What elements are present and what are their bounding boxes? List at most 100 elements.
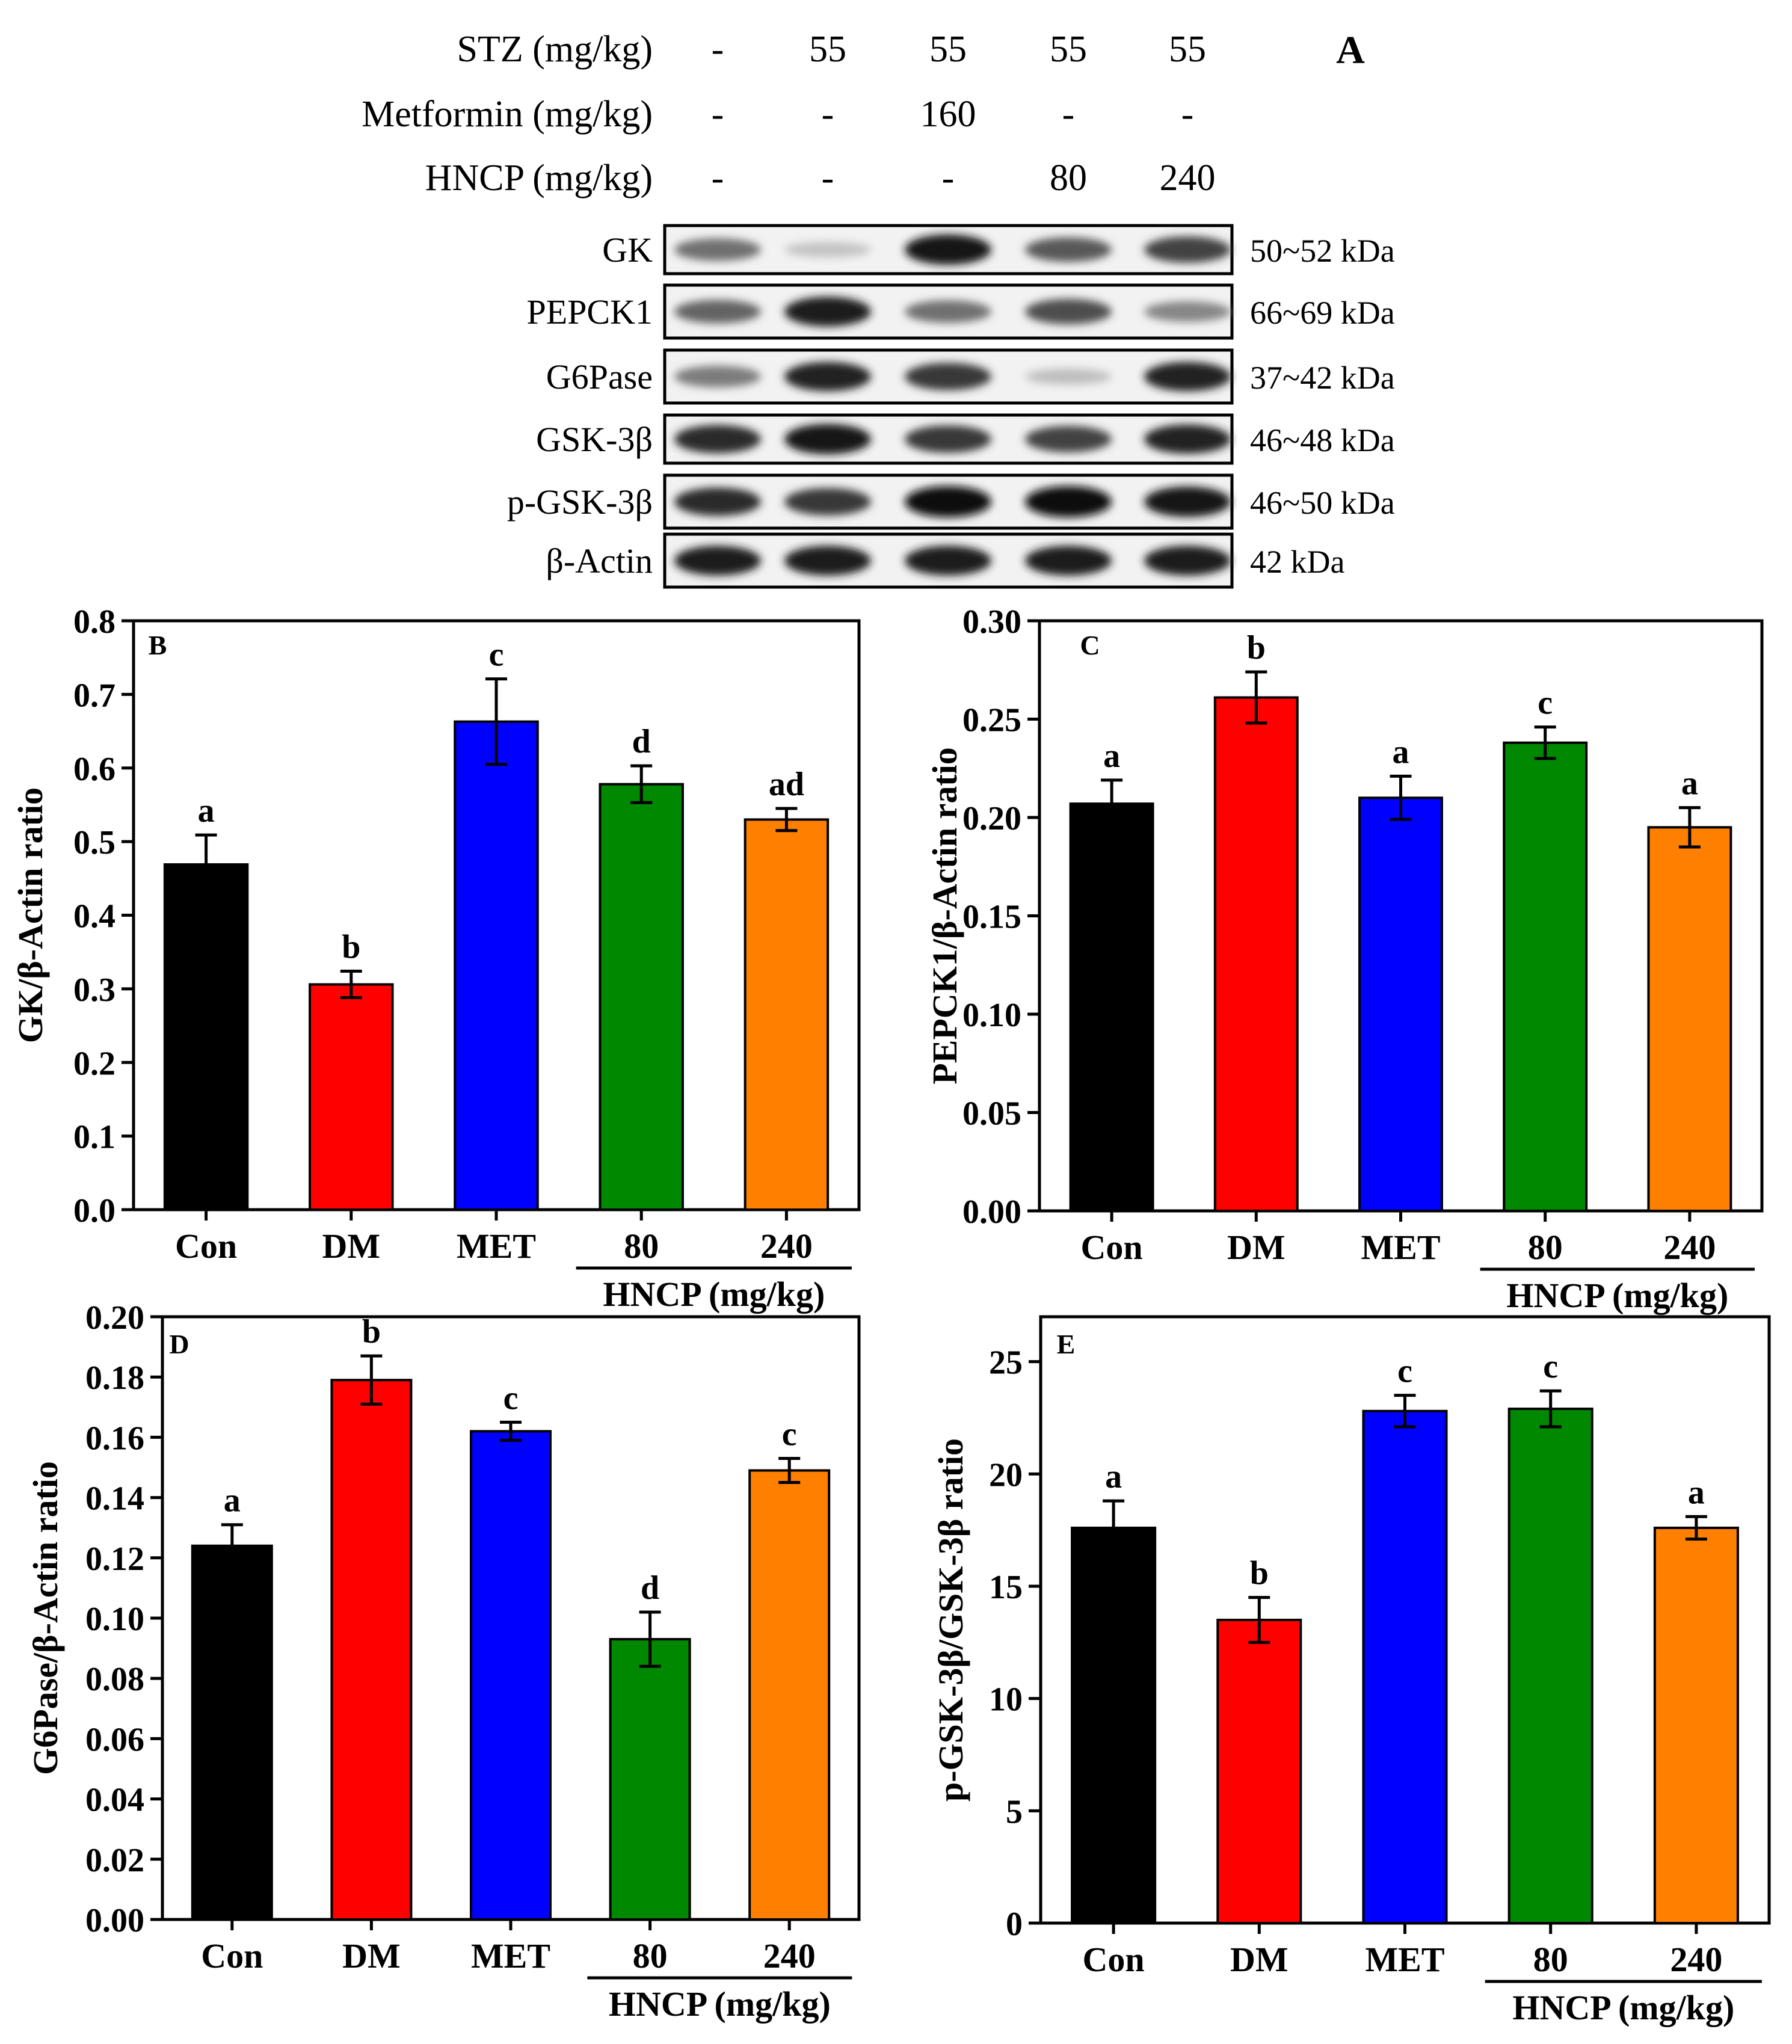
protein-band <box>905 363 991 390</box>
y-tick-label: 0.30 <box>962 603 1021 641</box>
protein-band <box>784 423 871 455</box>
y-tick-label: 0 <box>1006 1906 1023 1943</box>
significance-letter: c <box>1543 1348 1558 1385</box>
significance-letter: a <box>1681 765 1698 802</box>
significance-letter: c <box>503 1379 519 1417</box>
blot-row: PEPCK1 66~69 kDa <box>526 283 1395 340</box>
protein-band <box>1025 546 1112 576</box>
significance-letter: b <box>1250 1555 1269 1592</box>
kda-label: 66~69 kDa <box>1250 295 1395 331</box>
y-tick-label: 0.0 <box>73 1192 115 1230</box>
protein-band <box>905 425 991 453</box>
y-tick-label: 0.08 <box>85 1661 144 1698</box>
treatment-value: 55 <box>1050 29 1087 70</box>
treatment-value: 240 <box>1160 158 1216 199</box>
x-tick-label: 80 <box>1528 1228 1563 1267</box>
protein-band <box>1025 237 1112 262</box>
protein-band <box>1025 426 1112 452</box>
bar-MET <box>1358 796 1443 1213</box>
treatment-value: - <box>712 94 724 135</box>
y-tick-label: 25 <box>989 1344 1023 1382</box>
x-tick-label: 240 <box>1663 1228 1716 1267</box>
y-tick-label: 0.16 <box>85 1420 144 1457</box>
bar-80 <box>1503 741 1588 1212</box>
bar-Con <box>191 1544 273 1921</box>
y-tick-label: 0.14 <box>85 1480 144 1518</box>
x-tick-label: MET <box>457 1227 536 1266</box>
protein-band <box>784 488 871 516</box>
y-tick-label: 0.06 <box>85 1721 144 1758</box>
significance-letter: d <box>641 1569 659 1607</box>
y-tick-label: 0.2 <box>73 1045 115 1082</box>
y-axis-label: GK/β-Actin ratio <box>11 787 50 1043</box>
y-tick-label: 0.02 <box>85 1842 144 1879</box>
panel-label: C <box>1080 630 1100 660</box>
significance-letter: a <box>1105 1458 1122 1495</box>
x-tick-label: MET <box>1361 1228 1440 1267</box>
blot-row: GK 50~52 kDa <box>602 224 1395 276</box>
treatment-value: - <box>712 158 724 199</box>
y-tick-label: 15 <box>989 1569 1023 1606</box>
protein-band <box>1025 298 1112 325</box>
y-tick-label: 20 <box>989 1456 1023 1494</box>
protein-band <box>905 234 991 265</box>
significance-letter: c <box>1538 685 1553 722</box>
x-tick-label: 240 <box>760 1227 813 1266</box>
bar-Con <box>1071 1526 1157 1924</box>
protein-band <box>1144 546 1231 576</box>
protein-band <box>1025 368 1112 385</box>
protein-band <box>1025 486 1112 517</box>
group-label: HNCP (mg/kg) <box>1506 1276 1728 1315</box>
group-label: HNCP (mg/kg) <box>609 1984 831 2024</box>
significance-letter: c <box>489 636 504 674</box>
chart-panel-D: 0.00 0.02 0.04 0.06 0.08 0.10 0.12 0.14 0.16 0.18… <box>26 1299 861 2024</box>
significance-letter: b <box>362 1313 381 1350</box>
y-tick-label: 0.00 <box>962 1193 1021 1231</box>
y-axis-label: PEPCK1/β-Actin ratio <box>925 747 964 1085</box>
bar-240 <box>1647 826 1732 1212</box>
x-tick-label: Con <box>1081 1228 1143 1267</box>
y-tick-label: 0.3 <box>73 971 115 1009</box>
significance-letter: a <box>1103 737 1120 775</box>
protein-band <box>674 238 761 261</box>
protein-band <box>674 366 761 387</box>
protein-band <box>905 300 991 323</box>
protein-band <box>674 300 761 324</box>
treatment-label: Metformin (mg/kg) <box>362 94 653 135</box>
treatment-value: 160 <box>920 94 976 135</box>
bar-MET <box>454 720 539 1211</box>
bar-DM <box>1216 1619 1302 1924</box>
kda-label: 42 kDa <box>1250 544 1344 580</box>
y-tick-label: 0.1 <box>73 1119 115 1156</box>
bar-Con <box>1069 802 1154 1212</box>
kda-label: 50~52 kDa <box>1250 233 1395 269</box>
panel-label: D <box>169 1329 189 1359</box>
kda-label: 46~50 kDa <box>1250 485 1395 521</box>
x-tick-label: 240 <box>763 1936 816 1975</box>
treatment-label: STZ (mg/kg) <box>457 29 653 70</box>
panel-label-A: A <box>1336 28 1365 72</box>
x-tick-label: DM <box>1230 1940 1289 1979</box>
y-tick-label: 0.12 <box>85 1541 144 1578</box>
significance-letter: a <box>198 792 215 830</box>
blot-row: GSK-3β 46~48 kDa <box>536 413 1395 465</box>
protein-band <box>905 546 991 576</box>
treatment-label: HNCP (mg/kg) <box>425 158 653 199</box>
treatment-value: - <box>1181 94 1194 135</box>
y-tick-label: 0.18 <box>85 1359 144 1397</box>
bar-DM <box>1213 696 1299 1212</box>
blot-row: β-Actin 42 kDa <box>546 532 1344 589</box>
x-tick-label: MET <box>471 1936 550 1975</box>
protein-band <box>784 297 871 327</box>
y-tick-label: 0.6 <box>73 751 115 788</box>
significance-letter: d <box>632 723 651 760</box>
y-tick-label: 10 <box>989 1681 1023 1719</box>
protein-band <box>674 425 761 454</box>
y-tick-label: 0.10 <box>962 997 1021 1034</box>
chart-panel-E: 0 5 10 15 20 25 p-GSK-3β/GSK-3β ratio Ea Con b DM c… <box>931 1315 1771 2027</box>
y-tick-label: 0.04 <box>85 1782 144 1819</box>
protein-band <box>674 487 761 516</box>
protein-band <box>1144 424 1231 454</box>
y-tick-label: 0.10 <box>85 1601 144 1638</box>
kda-label: 46~48 kDa <box>1250 422 1395 458</box>
